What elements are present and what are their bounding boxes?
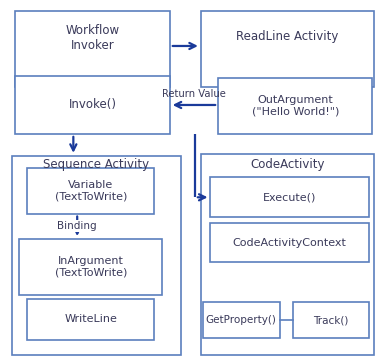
Text: Execute(): Execute() bbox=[263, 192, 316, 202]
Text: GetProperty(): GetProperty() bbox=[206, 315, 277, 325]
Bar bbox=[201, 154, 374, 355]
Text: CodeActivity: CodeActivity bbox=[250, 158, 325, 171]
Bar bbox=[201, 11, 374, 87]
Text: Track(): Track() bbox=[313, 315, 349, 325]
Text: OutArgument
("Hello World!"): OutArgument ("Hello World!") bbox=[252, 95, 339, 117]
Text: CodeActivityContext: CodeActivityContext bbox=[232, 237, 347, 248]
Text: Return Value: Return Value bbox=[162, 89, 226, 99]
Text: WriteLine: WriteLine bbox=[64, 315, 117, 324]
Bar bbox=[27, 168, 154, 214]
Text: Binding: Binding bbox=[58, 221, 97, 231]
Bar bbox=[19, 239, 162, 295]
Bar bbox=[218, 78, 372, 134]
Bar bbox=[203, 302, 280, 338]
Bar bbox=[15, 76, 170, 134]
Text: InArgument
(TextToWrite): InArgument (TextToWrite) bbox=[54, 256, 127, 278]
Bar bbox=[12, 156, 181, 355]
Text: Variable
(TextToWrite): Variable (TextToWrite) bbox=[54, 180, 127, 202]
Bar bbox=[15, 11, 170, 87]
Bar bbox=[293, 302, 369, 338]
Text: Workflow
Invoker: Workflow Invoker bbox=[66, 24, 120, 52]
Bar bbox=[210, 223, 369, 262]
Text: Sequence Activity: Sequence Activity bbox=[44, 158, 149, 171]
Text: Invoke(): Invoke() bbox=[69, 98, 117, 111]
Text: ReadLine Activity: ReadLine Activity bbox=[236, 30, 339, 43]
Bar bbox=[27, 299, 154, 340]
Bar bbox=[210, 177, 369, 217]
